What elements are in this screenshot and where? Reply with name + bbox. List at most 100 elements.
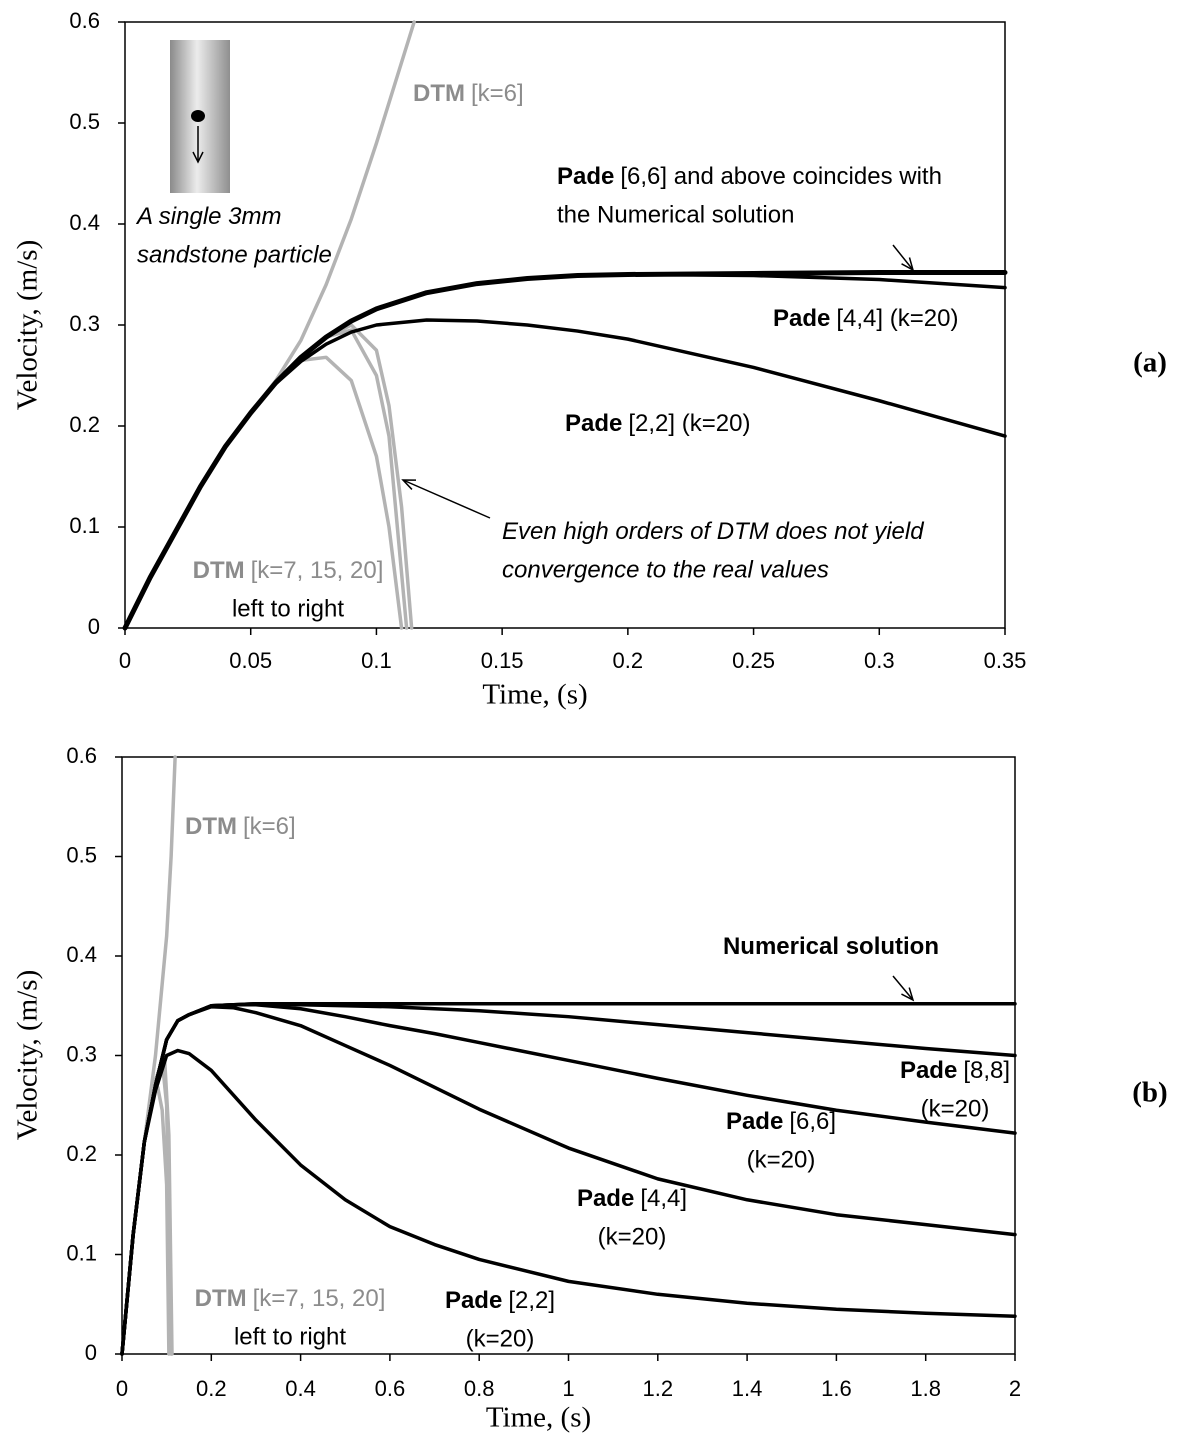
annotation: Pade [6,6] and above coincides with xyxy=(557,163,942,190)
annotation-bold: Pade xyxy=(445,1287,502,1314)
y-tick-label: 0.6 xyxy=(66,743,97,768)
y-tick-label: 0 xyxy=(85,1340,97,1365)
annotation-arrowhead xyxy=(901,987,915,1002)
x-tick-label: 0.35 xyxy=(984,648,1027,673)
y-tick-label: 0.2 xyxy=(69,412,100,437)
x-tick-label: 0.05 xyxy=(229,648,272,673)
x-tick-label: 0.8 xyxy=(464,1376,495,1401)
x-tick-label: 0.6 xyxy=(375,1376,406,1401)
annotation-text: [2,2] (k=20) xyxy=(628,410,750,437)
x-tick-label: 1.6 xyxy=(821,1376,852,1401)
annotation-arrow xyxy=(892,244,914,271)
annotation-bold: Pade xyxy=(773,305,830,332)
annotation-text: left to right xyxy=(234,1323,346,1350)
annotation-text: (k=20) xyxy=(598,1223,667,1250)
annotation-text: (k=20) xyxy=(921,1095,990,1122)
series-line xyxy=(122,269,1008,631)
series-line xyxy=(120,1048,1017,1356)
annotation-text: convergence to the real values xyxy=(502,556,829,583)
series-line xyxy=(120,1058,173,1356)
y-tick-label: 0.1 xyxy=(66,1240,97,1265)
annotation-bold: Pade xyxy=(726,1108,783,1135)
annotation-text: [8,8] xyxy=(963,1057,1010,1084)
y-tick-label: 0 xyxy=(88,614,100,639)
annotation: Pade [2,2] xyxy=(445,1287,555,1314)
annotation: Pade [4,4] xyxy=(577,1185,687,1212)
annotation-bold: Numerical solution xyxy=(723,933,939,960)
y-axis-title: Velocity, (m/s) xyxy=(12,240,44,410)
annotation: Even high orders of DTM does not yield xyxy=(502,518,924,545)
x-tick-label: 1.4 xyxy=(732,1376,763,1401)
annotation-bold: Pade xyxy=(565,410,622,437)
annotation-arrow xyxy=(402,479,491,519)
y-tick-label: 0.4 xyxy=(69,210,100,235)
annotation-text: left to right xyxy=(232,595,344,622)
annotation-bold: DTM xyxy=(193,557,245,584)
x-tick-label: 0.2 xyxy=(196,1376,227,1401)
plot-frame xyxy=(121,756,1016,1355)
y-tick-label: 0.1 xyxy=(69,513,100,538)
annotation: Pade [2,2] (k=20) xyxy=(565,410,750,437)
annotation-bold: DTM xyxy=(195,1285,247,1312)
annotation: Pade [8,8] xyxy=(900,1057,1010,1084)
y-tick-label: 0.3 xyxy=(66,1041,97,1066)
annotation-text: [k=7, 15, 20] xyxy=(253,1285,386,1312)
annotation-text: [6,6] xyxy=(789,1108,836,1135)
x-tick-label: 2 xyxy=(1009,1376,1021,1401)
annotation-text: [k=6] xyxy=(243,813,296,840)
annotation: Pade [6,6] xyxy=(726,1108,836,1135)
annotation-text: (k=20) xyxy=(747,1146,816,1173)
x-tick-label: 0.3 xyxy=(864,648,895,673)
annotation-text: Even high orders of DTM does not yield xyxy=(502,518,924,545)
annotation-text: [4,4] xyxy=(640,1185,687,1212)
y-tick-label: 0.5 xyxy=(69,109,100,134)
annotation-arrow xyxy=(892,975,914,1001)
y-tick-label: 0.4 xyxy=(66,942,97,967)
inset-image xyxy=(170,40,230,193)
panel-label: (a) xyxy=(1133,347,1167,379)
x-axis-title: Time, (s) xyxy=(486,1402,591,1434)
annotation-text: sandstone particle xyxy=(137,241,332,268)
annotation-bold: DTM xyxy=(185,813,237,840)
annotation-arrowhead xyxy=(401,479,417,490)
annotation: Numerical solution xyxy=(723,933,939,960)
series-line xyxy=(120,1002,1017,1356)
x-tick-label: 0 xyxy=(116,1376,128,1401)
y-tick-label: 0.2 xyxy=(66,1141,97,1166)
x-tick-label: 0.15 xyxy=(481,648,524,673)
y-tick-label: 0.3 xyxy=(69,311,100,336)
x-tick-label: 0.2 xyxy=(613,648,644,673)
annotation: A single 3mm xyxy=(135,203,282,230)
annotation: DTM [k=7, 15, 20] xyxy=(193,557,384,584)
x-tick-label: 1 xyxy=(562,1376,574,1401)
y-axis-title: Velocity, (m/s) xyxy=(12,970,44,1140)
panel-label: (b) xyxy=(1132,1077,1167,1109)
annotation: DTM [k=6] xyxy=(185,813,296,840)
annotation-text: [6,6] and above coincides with xyxy=(620,163,942,190)
annotation-bold: Pade xyxy=(577,1185,634,1212)
annotation-bold: DTM xyxy=(413,80,465,107)
annotation: Pade [4,4] (k=20) xyxy=(773,305,958,332)
x-tick-label: 1.8 xyxy=(910,1376,941,1401)
annotation-bold: Pade xyxy=(557,163,614,190)
x-axis-title: Time, (s) xyxy=(482,679,587,711)
x-tick-label: 0.1 xyxy=(361,648,392,673)
annotation-text: the Numerical solution xyxy=(557,201,794,228)
x-tick-label: 0.25 xyxy=(732,648,775,673)
annotation: DTM [k=6] xyxy=(413,80,524,107)
annotation: DTM [k=7, 15, 20] xyxy=(195,1285,386,1312)
x-tick-label: 0 xyxy=(119,648,131,673)
annotation-arrowhead xyxy=(901,257,915,272)
annotation-text: A single 3mm xyxy=(135,203,282,230)
annotation-text: [2,2] xyxy=(508,1287,555,1314)
x-tick-label: 0.4 xyxy=(285,1376,316,1401)
annotation-text: [4,4] (k=20) xyxy=(836,305,958,332)
annotation-text: [k=6] xyxy=(471,80,524,107)
x-tick-label: 1.2 xyxy=(643,1376,674,1401)
annotation-text: (k=20) xyxy=(466,1325,535,1352)
annotation-text: [k=7, 15, 20] xyxy=(251,557,384,584)
y-tick-label: 0.5 xyxy=(66,842,97,867)
annotation-bold: Pade xyxy=(900,1057,957,1084)
y-tick-label: 0.6 xyxy=(69,8,100,33)
